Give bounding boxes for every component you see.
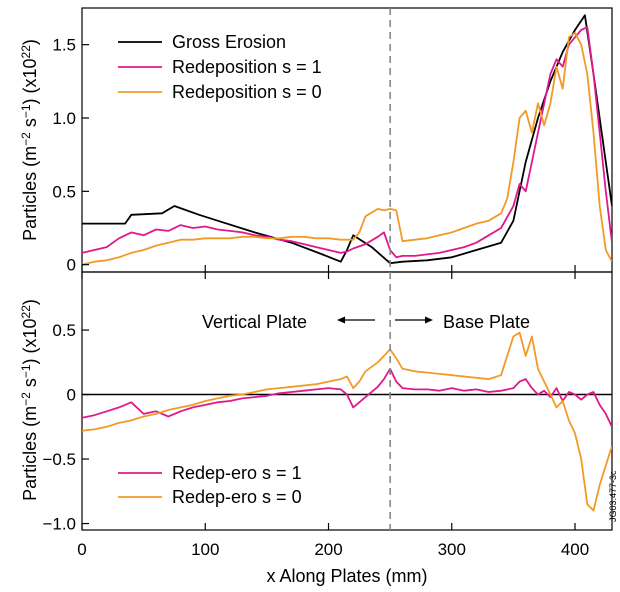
legend-label-redeposition-s0: Redeposition s = 0 <box>172 82 322 102</box>
top-y-tick-label: 0 <box>67 256 76 275</box>
vertical-plate-label: Vertical Plate <box>202 312 307 332</box>
bottom-y-tick-label: 0.5 <box>52 321 76 340</box>
bottom-series-line-1 <box>82 331 612 512</box>
top-legend: Gross Erosion Redeposition s = 1 Redepos… <box>118 32 322 102</box>
figure-id-label: JG03.477-3c <box>608 470 618 522</box>
legend-label-gross-erosion: Gross Erosion <box>172 32 286 52</box>
x-tick-label: 0 <box>77 540 86 559</box>
base-plate-label: Base Plate <box>443 312 530 332</box>
bottom-y-axis-title: Particles (m−2 s−1) (x1022) <box>19 299 40 501</box>
bottom-y-tick-label: 0 <box>67 386 76 405</box>
top-series-line-1 <box>82 26 612 259</box>
x-axis-title: x Along Plates (mm) <box>266 566 427 586</box>
x-tick-label: 400 <box>561 540 589 559</box>
right-arrow-icon <box>395 316 433 324</box>
legend-label-redeposition-s1: Redeposition s = 1 <box>172 57 322 77</box>
bottom-panel-frame <box>81 271 613 531</box>
axis-ticks: 0 0.5 1.0 1.5 −1.0 −0.5 0 0.5 0 100 200 300 400 <box>42 36 589 559</box>
left-arrow-icon <box>337 316 375 324</box>
bottom-y-tick-label: −1.0 <box>42 515 76 534</box>
top-y-tick-label: 0.5 <box>52 182 76 201</box>
x-tick-label: 300 <box>438 540 466 559</box>
top-panel-series <box>82 14 612 266</box>
top-y-tick-label: 1.5 <box>52 36 76 55</box>
top-series-line-2 <box>82 32 612 266</box>
bottom-y-tick-label: −0.5 <box>42 450 76 469</box>
legend-label-redep-ero-s1: Redep-ero s = 1 <box>172 463 302 483</box>
x-tick-label: 100 <box>191 540 219 559</box>
legend-label-redep-ero-s0: Redep-ero s = 0 <box>172 487 302 507</box>
top-y-axis-title: Particles (m−2 s−1) (x1022) <box>19 39 40 241</box>
bottom-legend: Redep-ero s = 1 Redep-ero s = 0 <box>118 463 302 507</box>
top-series-line-0 <box>82 14 612 265</box>
top-y-tick-label: 1.0 <box>52 109 76 128</box>
bottom-panel-series <box>82 331 612 512</box>
x-tick-label: 200 <box>314 540 342 559</box>
